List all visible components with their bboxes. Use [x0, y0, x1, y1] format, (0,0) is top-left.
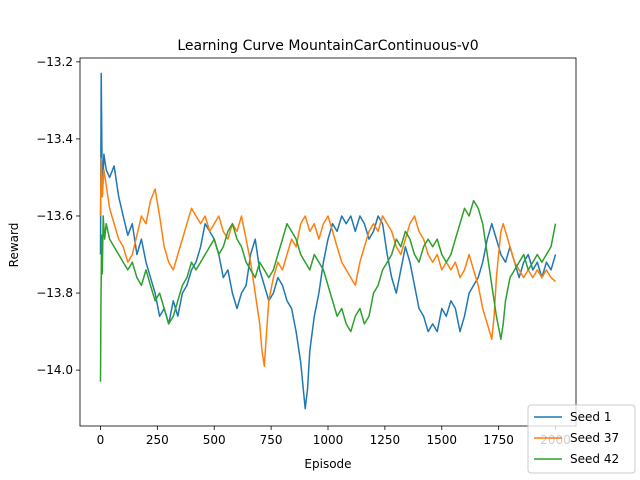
y-tick-label: −13.4: [36, 132, 73, 146]
y-tick-label: −13.8: [36, 286, 73, 300]
legend-label: Seed 37: [570, 431, 619, 445]
x-tick-label: 0: [97, 433, 105, 447]
legend: Seed 1 Seed 37 Seed 42: [527, 404, 636, 474]
x-tick-label: 1500: [426, 433, 457, 447]
x-tick-label: 1750: [483, 433, 514, 447]
y-tick-label: −13.6: [36, 209, 73, 223]
x-tick-label: 1000: [313, 433, 344, 447]
chart-title: Learning Curve MountainCarContinuous-v0: [177, 38, 478, 54]
x-axis-label: Episode: [304, 457, 351, 471]
y-axis-label: Reward: [7, 223, 21, 268]
y-tick-label: −13.2: [36, 55, 73, 69]
legend-box: [527, 404, 636, 474]
x-tick-label: 250: [146, 433, 169, 447]
legend-label: Seed 42: [570, 452, 619, 466]
legend-label: Seed 1: [570, 410, 611, 424]
series-line-3: [99, 199, 557, 382]
x-tick-label: 500: [203, 433, 226, 447]
x-tick-label: 750: [260, 433, 283, 447]
x-tick-label: 1250: [370, 433, 401, 447]
series-line-2: [99, 157, 556, 368]
y-tick-label: −14.0: [36, 363, 73, 377]
